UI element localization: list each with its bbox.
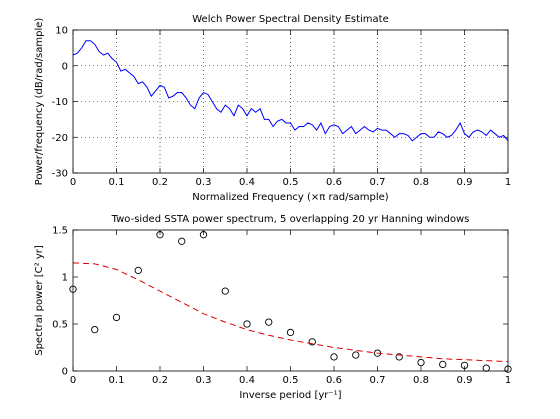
y-tick-label: -20 <box>52 133 68 144</box>
axes-box <box>72 229 509 372</box>
data-point <box>156 231 164 239</box>
data-point <box>330 353 338 361</box>
data-point <box>460 361 469 370</box>
x-tick-label: 0.1 <box>109 375 125 386</box>
x-tick-label: 0.8 <box>413 177 429 188</box>
x-tick-label: 0.2 <box>152 177 168 188</box>
y-tick-label: 0.5 <box>52 320 68 331</box>
data-point <box>352 351 360 359</box>
x-tick-label: 0.8 <box>413 375 429 386</box>
x-tick-label: 0.2 <box>152 375 168 386</box>
x-tick-label: 0.7 <box>370 375 386 386</box>
data-point <box>112 313 121 322</box>
y-tick-label: 1.5 <box>52 226 68 237</box>
chart-title: Welch Power Spectral Density Estimate <box>192 14 389 25</box>
x-tick-label: 0.1 <box>109 177 125 188</box>
x-tick-label: 0.3 <box>196 375 212 386</box>
x-tick-label: 0.6 <box>326 375 342 386</box>
x-tick-label: 0.3 <box>196 177 212 188</box>
x-tick-label: 0 <box>70 177 76 188</box>
data-point <box>417 358 425 367</box>
x-tick-label: 0.9 <box>457 177 473 188</box>
data-point <box>395 353 403 361</box>
data-point <box>178 237 186 245</box>
y-axis-label: Spectral power [C² yr] <box>34 245 45 356</box>
data-point <box>243 320 251 328</box>
data-point <box>91 325 99 334</box>
x-tick-label: 0.9 <box>457 375 473 386</box>
chart-title: Two-sided SSTA power spectrum, 5 overlap… <box>111 214 470 225</box>
x-tick-label: 0.7 <box>370 177 386 188</box>
plot-area <box>73 230 508 371</box>
y-tick-label: 1 <box>62 273 68 284</box>
x-tick-label: 0.6 <box>326 177 342 188</box>
y-tick-label: 0 <box>62 367 68 378</box>
y-tick-label: 0 <box>62 61 68 72</box>
y-tick-label: -30 <box>52 169 68 180</box>
x-axis-label: Normalized Frequency (×π rad/sample) <box>192 192 389 203</box>
x-tick-label: 0.5 <box>283 375 299 386</box>
plot-area <box>73 30 508 173</box>
data-point <box>286 328 295 337</box>
x-tick-label: 1 <box>505 375 511 386</box>
data-point <box>134 266 142 275</box>
data-line <box>72 40 509 142</box>
x-tick-label: 1 <box>505 177 511 188</box>
data-point <box>199 231 208 239</box>
x-axis-label: Inverse period [yr⁻¹] <box>239 390 341 401</box>
y-axis-label: Power/frequency (dB/rad/sample) <box>34 18 45 186</box>
x-tick-label: 0.4 <box>239 375 255 386</box>
data-line <box>72 262 509 363</box>
data-point <box>308 338 316 346</box>
y-tick-label: 10 <box>55 26 68 37</box>
x-tick-label: 0.4 <box>239 177 255 188</box>
x-tick-label: 0.5 <box>283 177 299 188</box>
data-point <box>221 287 229 295</box>
data-point <box>439 360 447 369</box>
data-point <box>265 318 273 326</box>
axes-box <box>72 29 509 174</box>
x-tick-label: 0 <box>70 375 76 386</box>
y-tick-label: -10 <box>52 97 68 108</box>
